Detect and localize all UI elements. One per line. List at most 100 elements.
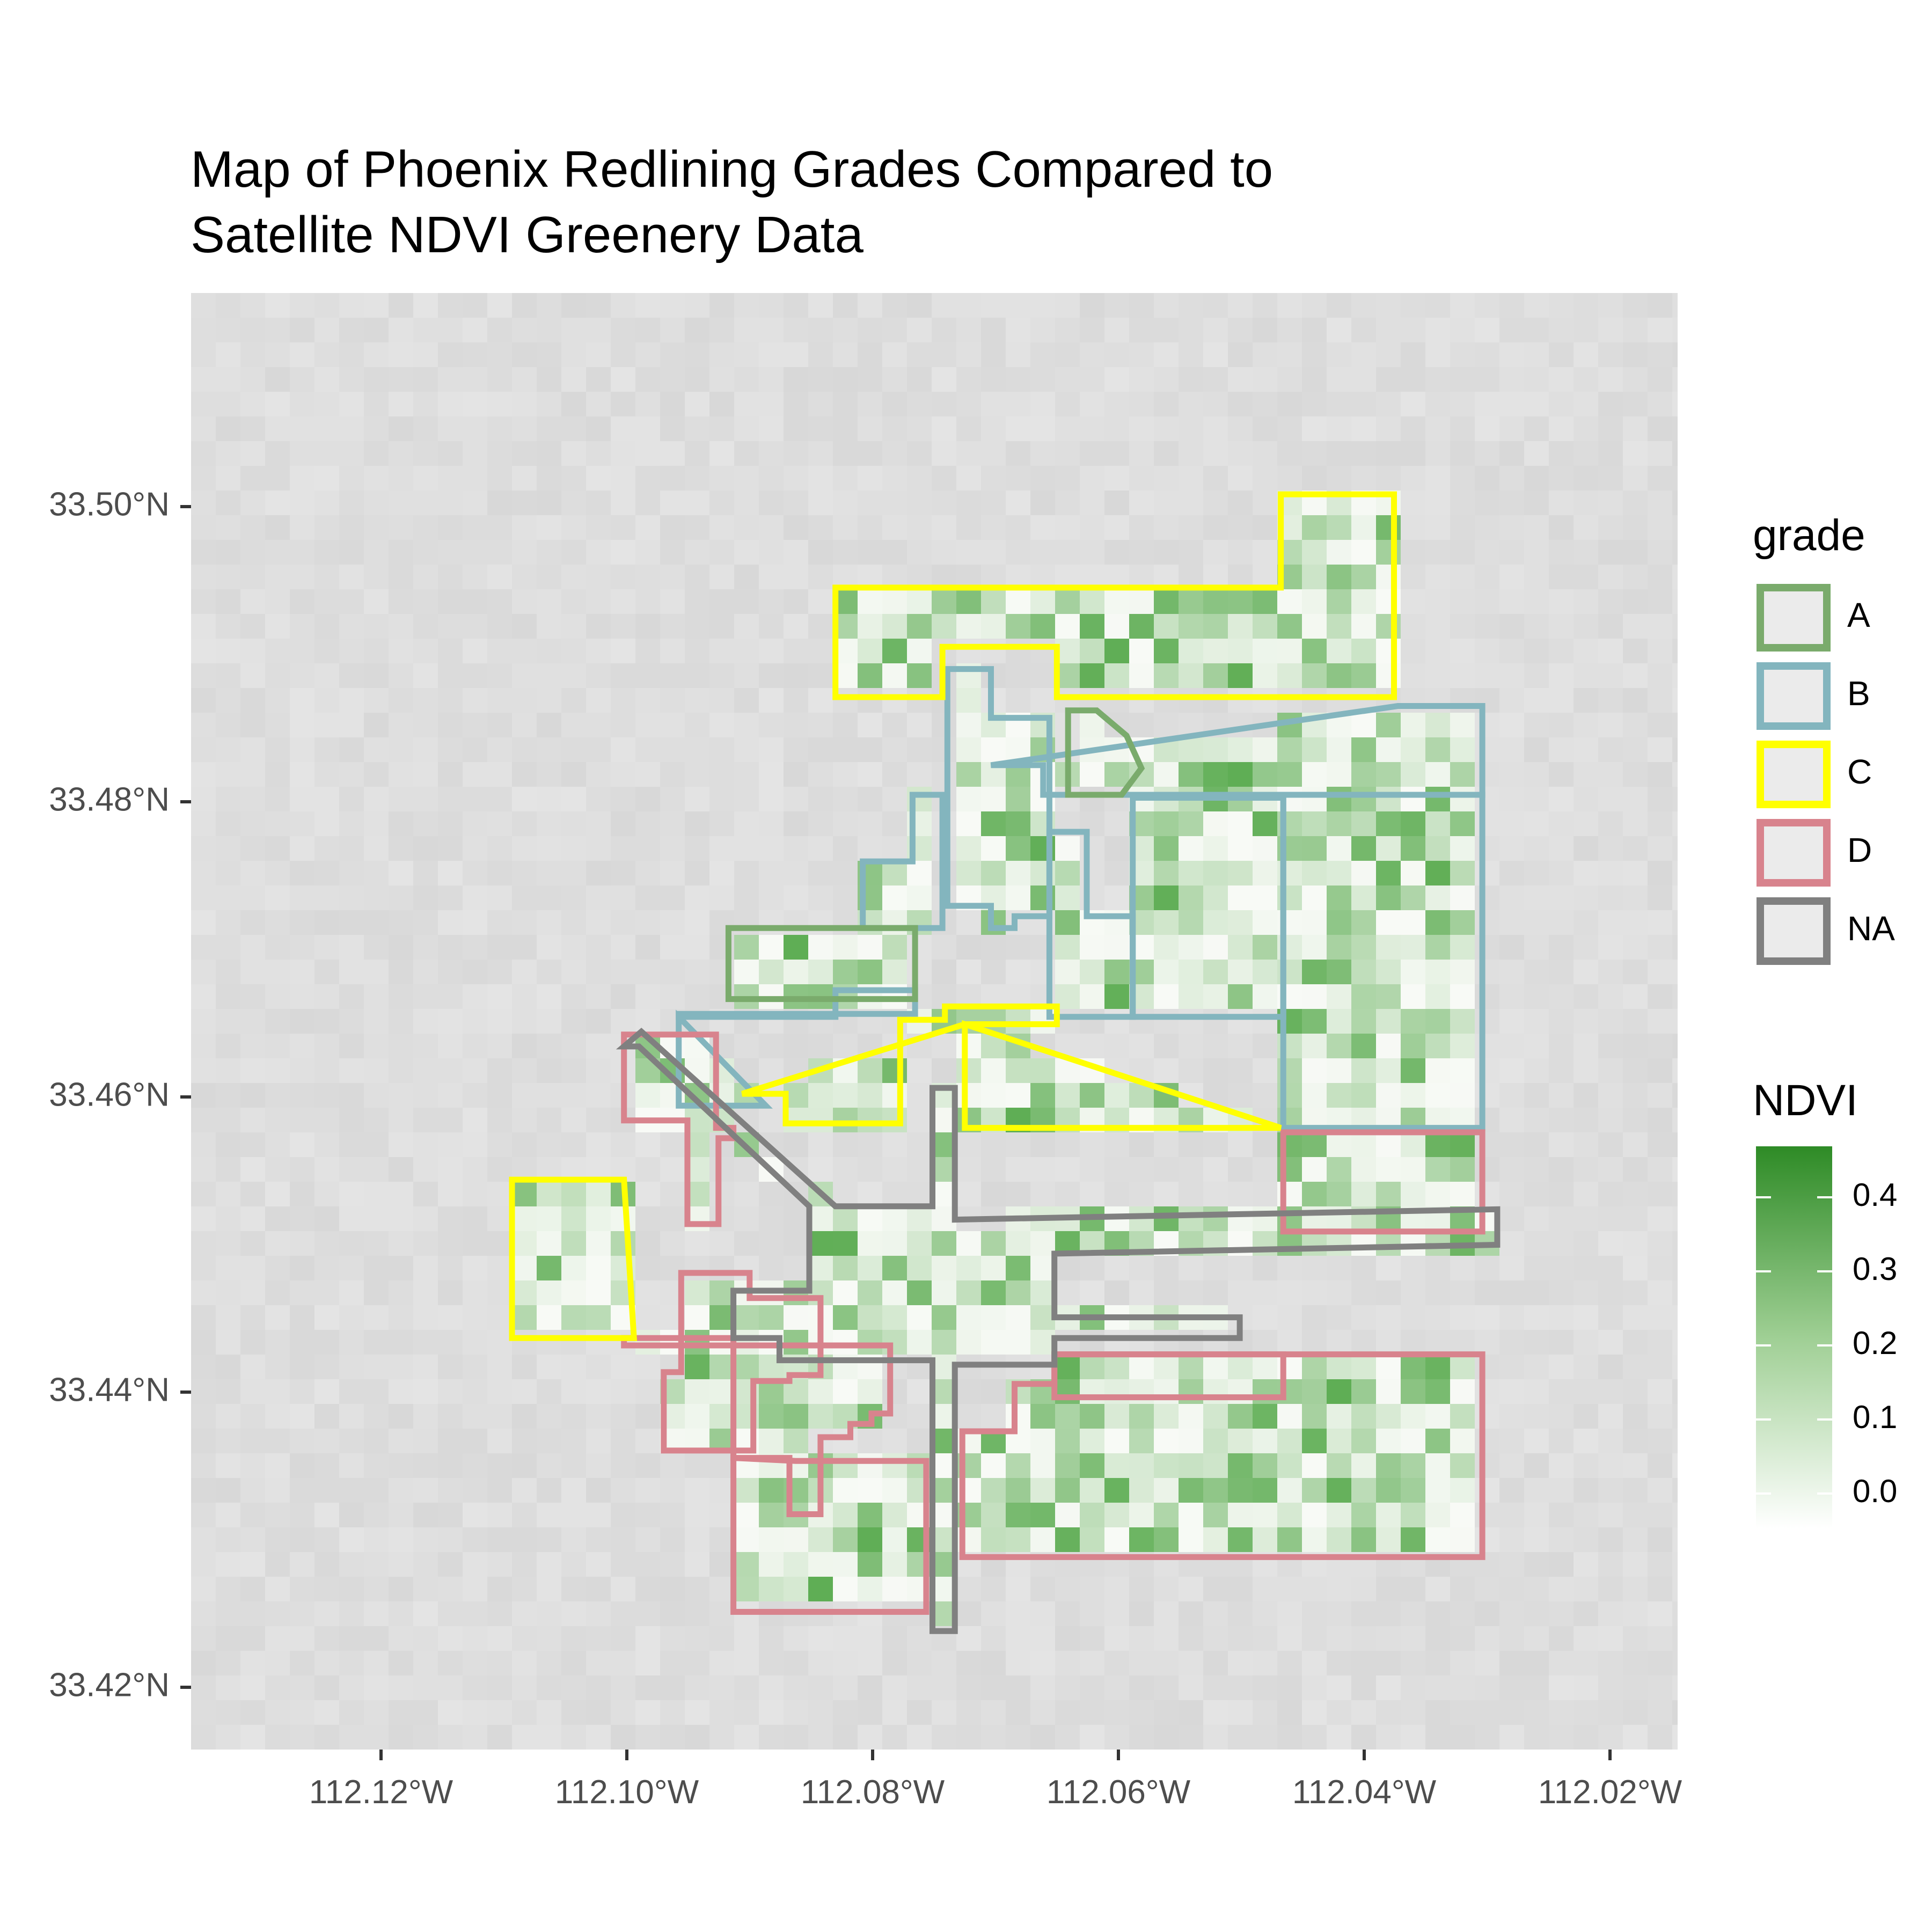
ndvi-cell — [882, 1330, 907, 1355]
ndvi-cell — [1499, 688, 1524, 713]
ndvi-cell — [438, 1231, 463, 1256]
ndvi-cell — [1055, 293, 1080, 318]
ndvi-cell — [685, 762, 709, 787]
ndvi-cell — [216, 1601, 240, 1626]
ndvi-cell — [1499, 1280, 1524, 1305]
ndvi-cell — [907, 1305, 932, 1330]
ndvi-cell — [1598, 688, 1623, 713]
ndvi-cell — [833, 540, 858, 565]
ndvi-cell — [389, 491, 413, 515]
ndvi-cell — [1623, 589, 1648, 614]
ndvi-cell — [1376, 1675, 1401, 1700]
ndvi-cell — [1672, 441, 1678, 466]
ndvi-cell — [1030, 1478, 1055, 1503]
ndvi-cell — [339, 935, 364, 960]
ndvi-cell — [1376, 984, 1401, 1009]
ndvi-cell — [1425, 836, 1450, 861]
ndvi-cell — [1154, 416, 1179, 441]
ndvi-cell — [1030, 1132, 1055, 1157]
ndvi-cell — [314, 342, 339, 367]
ndvi-cell — [1351, 1083, 1376, 1108]
ndvi-cell — [240, 466, 265, 491]
ndvi-cell — [1401, 1626, 1425, 1651]
ndvi-cell — [1648, 1379, 1672, 1404]
ndvi-cell — [216, 1503, 240, 1527]
ndvi-cell — [487, 762, 512, 787]
ndvi-cell — [1080, 1700, 1104, 1725]
ndvi-cell — [537, 1132, 561, 1157]
ndvi-cell — [487, 589, 512, 614]
ndvi-cell — [537, 1651, 561, 1675]
ndvi-cell — [314, 466, 339, 491]
ndvi-cell — [1574, 1132, 1598, 1157]
ndvi-cell — [413, 293, 438, 318]
ndvi-cell — [1154, 318, 1179, 342]
ndvi-cell — [561, 762, 586, 787]
ndvi-cell — [1425, 1034, 1450, 1058]
ndvi-cell — [191, 1626, 216, 1651]
ndvi-cell — [1253, 1256, 1277, 1280]
ndvi-cell — [216, 787, 240, 811]
ndvi-cell — [561, 614, 586, 639]
ndvi-cell — [932, 392, 956, 416]
ndvi-cell — [1253, 1404, 1277, 1429]
ndvi-cell — [1327, 885, 1351, 910]
ndvi-cell — [1080, 540, 1104, 565]
ndvi-cell — [858, 1083, 882, 1108]
ndvi-cell — [1450, 1453, 1475, 1478]
ndvi-cell — [314, 1355, 339, 1379]
ndvi-cell — [463, 293, 487, 318]
ndvi-cell — [1450, 836, 1475, 861]
ndvi-cell — [1499, 1206, 1524, 1231]
ndvi-cell — [1351, 639, 1376, 663]
ndvi-cell — [240, 342, 265, 367]
ndvi-cell — [1499, 614, 1524, 639]
ndvi-cell — [339, 1601, 364, 1626]
ndvi-cell — [1672, 984, 1678, 1009]
ndvi-cell — [1179, 1280, 1203, 1305]
ndvi-cell — [1401, 466, 1425, 491]
ndvi-cell — [1574, 1034, 1598, 1058]
ndvi-cell — [1228, 1206, 1253, 1231]
ndvi-cell — [1327, 293, 1351, 318]
ndvi-cell — [882, 639, 907, 663]
ndvi-cell — [1030, 318, 1055, 342]
ndvi-cell — [1129, 540, 1154, 565]
ndvi-cell — [685, 1577, 709, 1601]
ndvi-cell — [438, 1256, 463, 1280]
ndvi-cell — [339, 1478, 364, 1503]
ndvi-cell — [1302, 1355, 1327, 1379]
ndvi-cell — [1475, 639, 1499, 663]
ndvi-cell — [314, 1280, 339, 1305]
ndvi-cell — [314, 614, 339, 639]
ndvi-cell — [561, 1626, 586, 1651]
ndvi-cell — [1253, 491, 1277, 515]
ndvi-cell — [1080, 392, 1104, 416]
ndvi-cell — [808, 1675, 833, 1700]
ndvi-cell — [1277, 1601, 1302, 1626]
ndvi-cell — [413, 416, 438, 441]
ndvi-cell — [1672, 1256, 1678, 1280]
ndvi-cell — [1376, 1651, 1401, 1675]
ndvi-cell — [1672, 589, 1678, 614]
ndvi-cell — [759, 1404, 784, 1429]
ndvi-cell — [1327, 1429, 1351, 1453]
ndvi-cell — [290, 1256, 314, 1280]
ndvi-cell — [586, 713, 611, 737]
ndvi-cell — [1376, 1429, 1401, 1453]
ndvi-cell — [1154, 1453, 1179, 1478]
ndvi-cell — [1055, 1083, 1080, 1108]
ndvi-cell — [1253, 1280, 1277, 1305]
ndvi-cell — [265, 836, 290, 861]
ndvi-cell — [487, 293, 512, 318]
ndvi-cell — [339, 1429, 364, 1453]
ndvi-cell — [1253, 1503, 1277, 1527]
ndvi-cell — [1203, 491, 1228, 515]
ndvi-cell — [1376, 935, 1401, 960]
ndvi-cell — [1080, 589, 1104, 614]
ndvi-cell — [932, 441, 956, 466]
ndvi-cell — [784, 318, 808, 342]
ndvi-cell — [1524, 935, 1549, 960]
ndvi-cell — [1179, 811, 1203, 836]
ndvi-cell — [1104, 441, 1129, 466]
